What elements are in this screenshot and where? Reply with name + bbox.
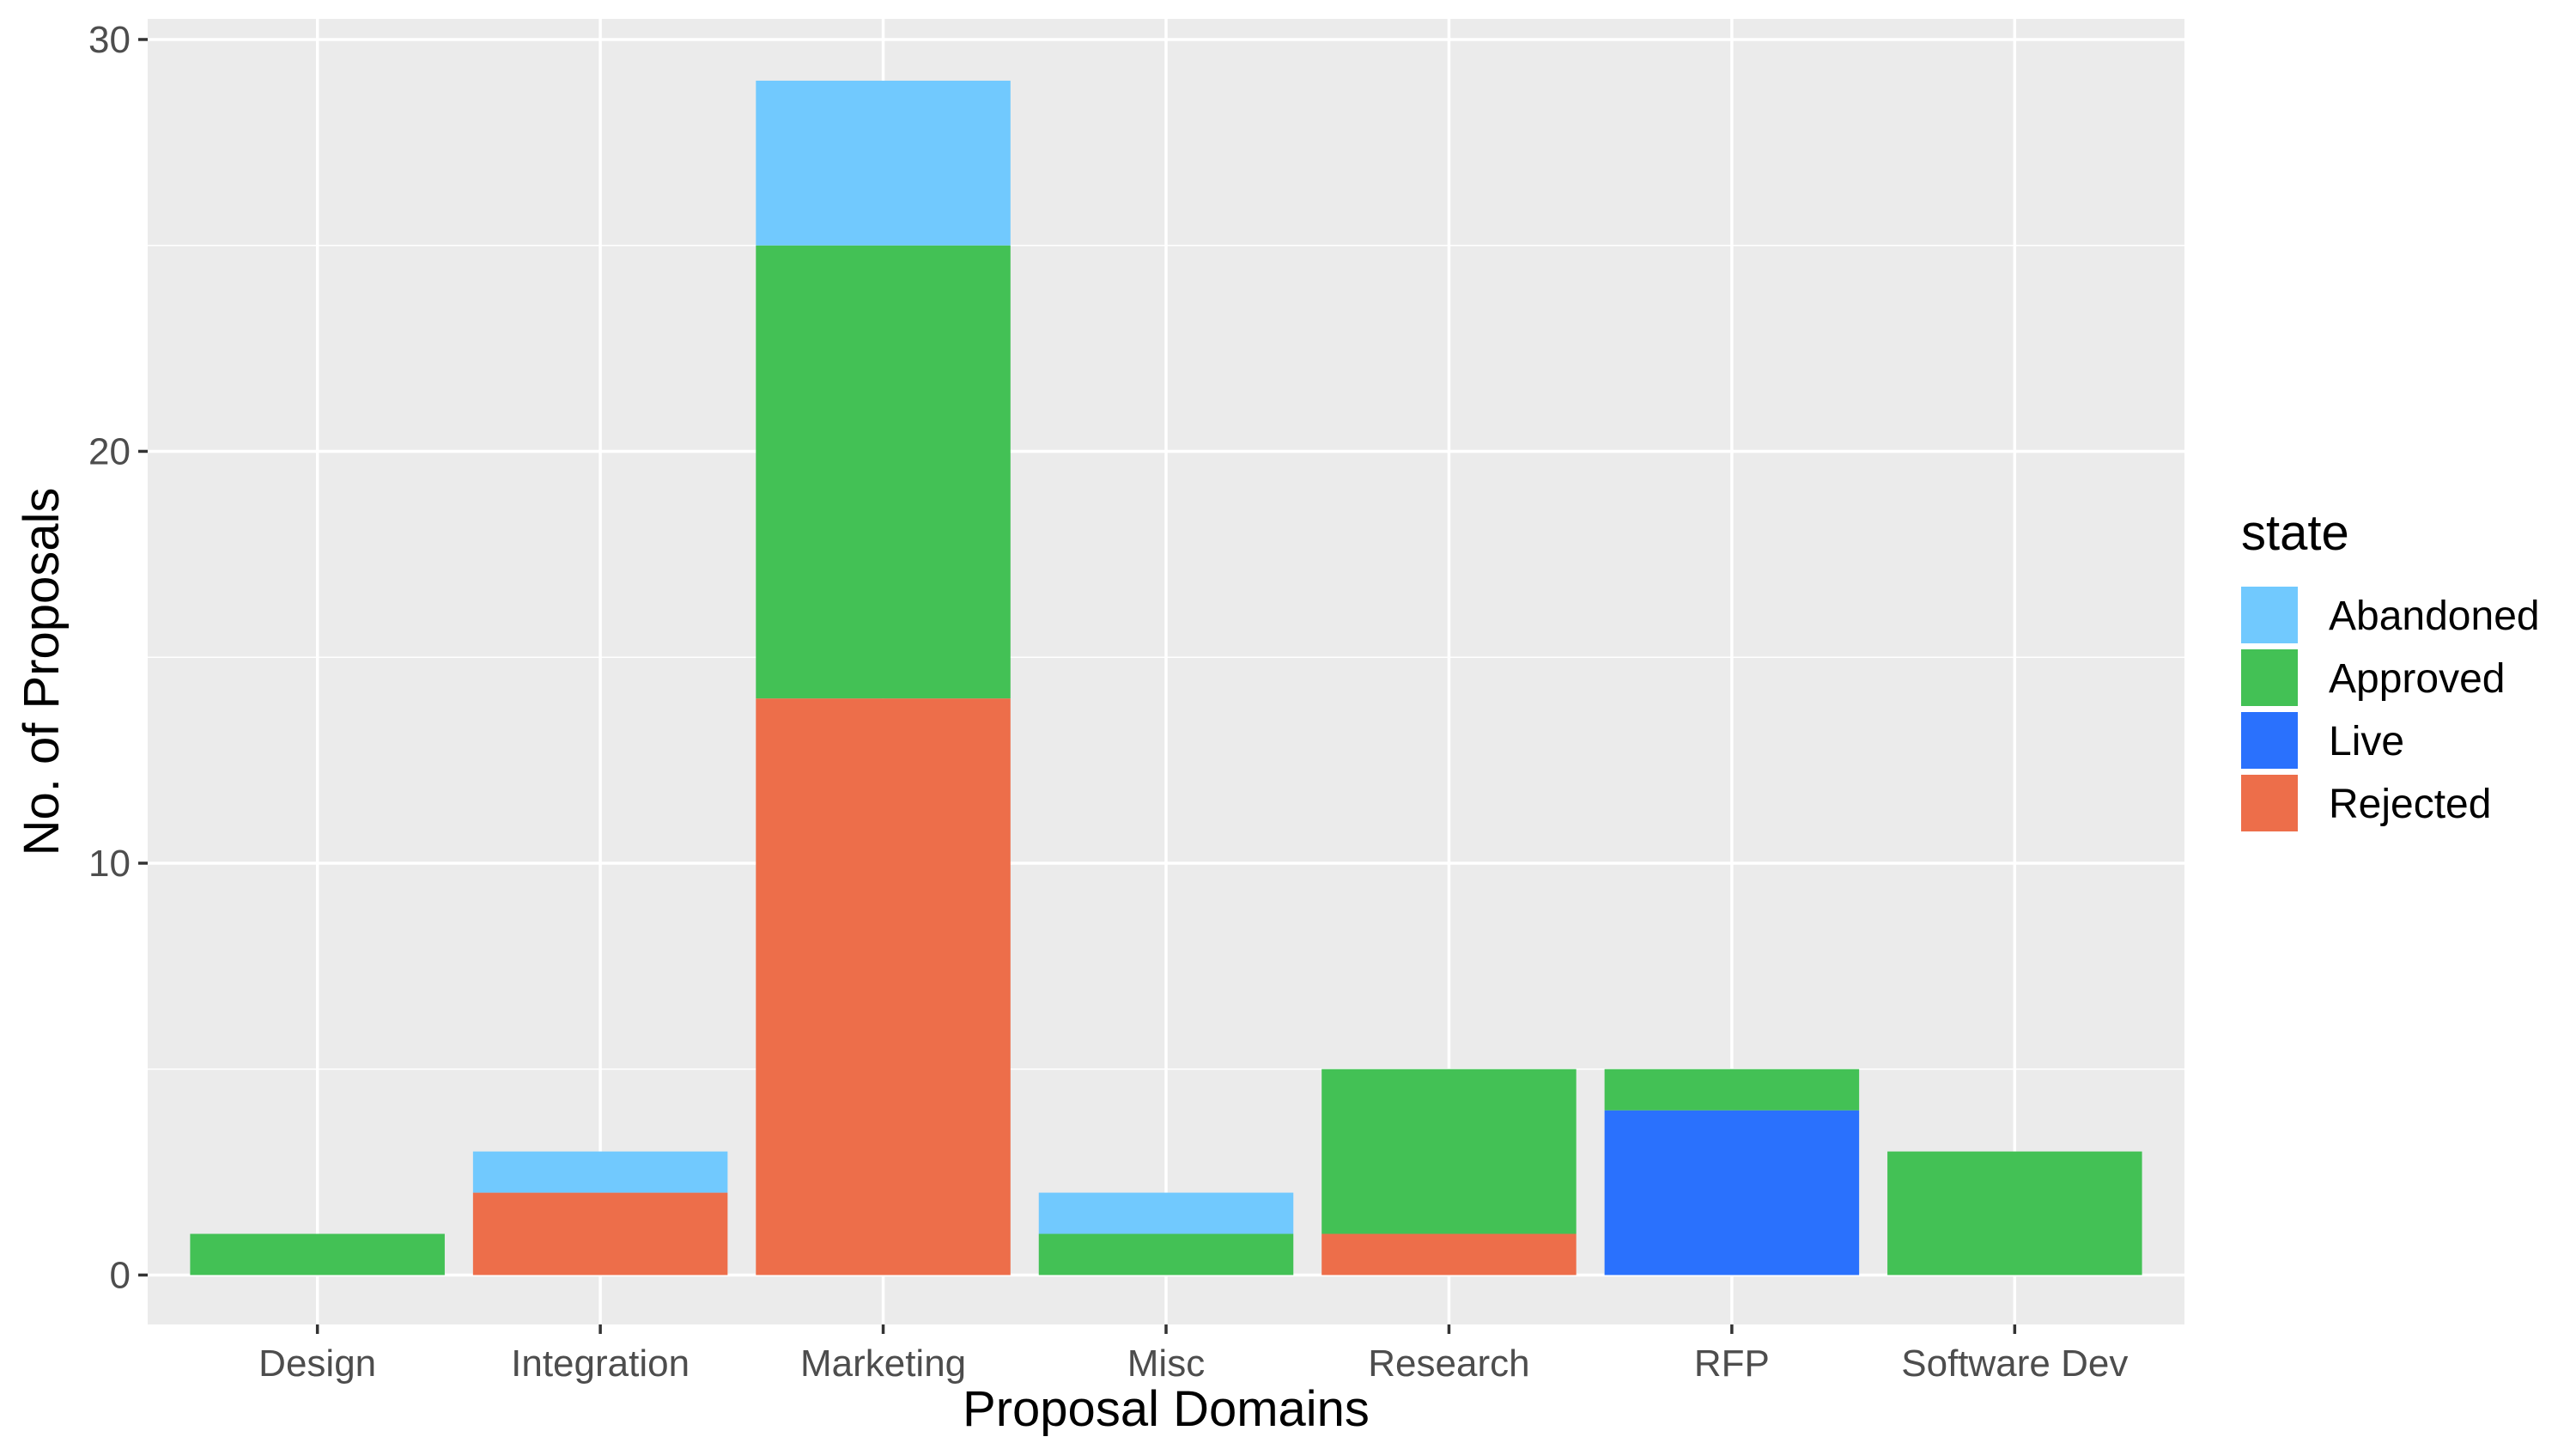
legend: state Abandoned Approved Live Rejected (2241, 505, 2540, 831)
bar-marketing-approved (756, 245, 1011, 699)
x-axis-title: Proposal Domains (963, 1381, 1370, 1437)
bar-research-rejected (1321, 1233, 1577, 1275)
bar-misc-approved (1038, 1233, 1294, 1275)
bar-design-approved (190, 1233, 445, 1275)
bar-integration-abandoned (472, 1151, 728, 1193)
legend-label-live: Live (2329, 719, 2404, 764)
y-tick-label: 10 (88, 843, 131, 885)
x-tick-label: Misc (1127, 1342, 1205, 1385)
bar-rfp-approved (1604, 1068, 1860, 1111)
x-axis: Design Integration Marketing Misc Research RF… (258, 1324, 2128, 1385)
legend-key-abandoned (2241, 587, 2298, 643)
y-tick-label: 20 (88, 430, 131, 472)
y-axis: 0 10 20 30 (88, 19, 148, 1296)
x-tick-label: Research (1368, 1342, 1529, 1385)
bar-integration-rejected (472, 1192, 728, 1275)
bar-research-approved (1321, 1068, 1577, 1234)
y-axis-title: No. of Proposals (14, 488, 70, 856)
x-tick-label: Integration (511, 1342, 690, 1385)
legend-key-rejected (2241, 775, 2298, 831)
legend-key-live (2241, 712, 2298, 769)
bar-rfp-live (1604, 1110, 1860, 1275)
legend-label-rejected: Rejected (2329, 782, 2491, 827)
y-tick-label: 30 (88, 19, 131, 61)
bar-marketing-abandoned (756, 80, 1011, 246)
x-tick-label: Software Dev (1901, 1342, 2128, 1385)
legend-title: state (2241, 505, 2349, 561)
bars (190, 80, 2142, 1275)
legend-label-approved: Approved (2329, 656, 2505, 702)
y-tick-label: 0 (110, 1254, 131, 1296)
legend-key-approved (2241, 649, 2298, 706)
x-tick-label: Marketing (800, 1342, 966, 1385)
x-tick-label: RFP (1694, 1342, 1770, 1385)
bar-marketing-rejected (756, 698, 1011, 1275)
bar-misc-abandoned (1038, 1192, 1294, 1234)
x-tick-label: Design (258, 1342, 376, 1385)
bar-software-dev-approved (1887, 1151, 2142, 1275)
legend-label-abandoned: Abandoned (2329, 594, 2540, 639)
